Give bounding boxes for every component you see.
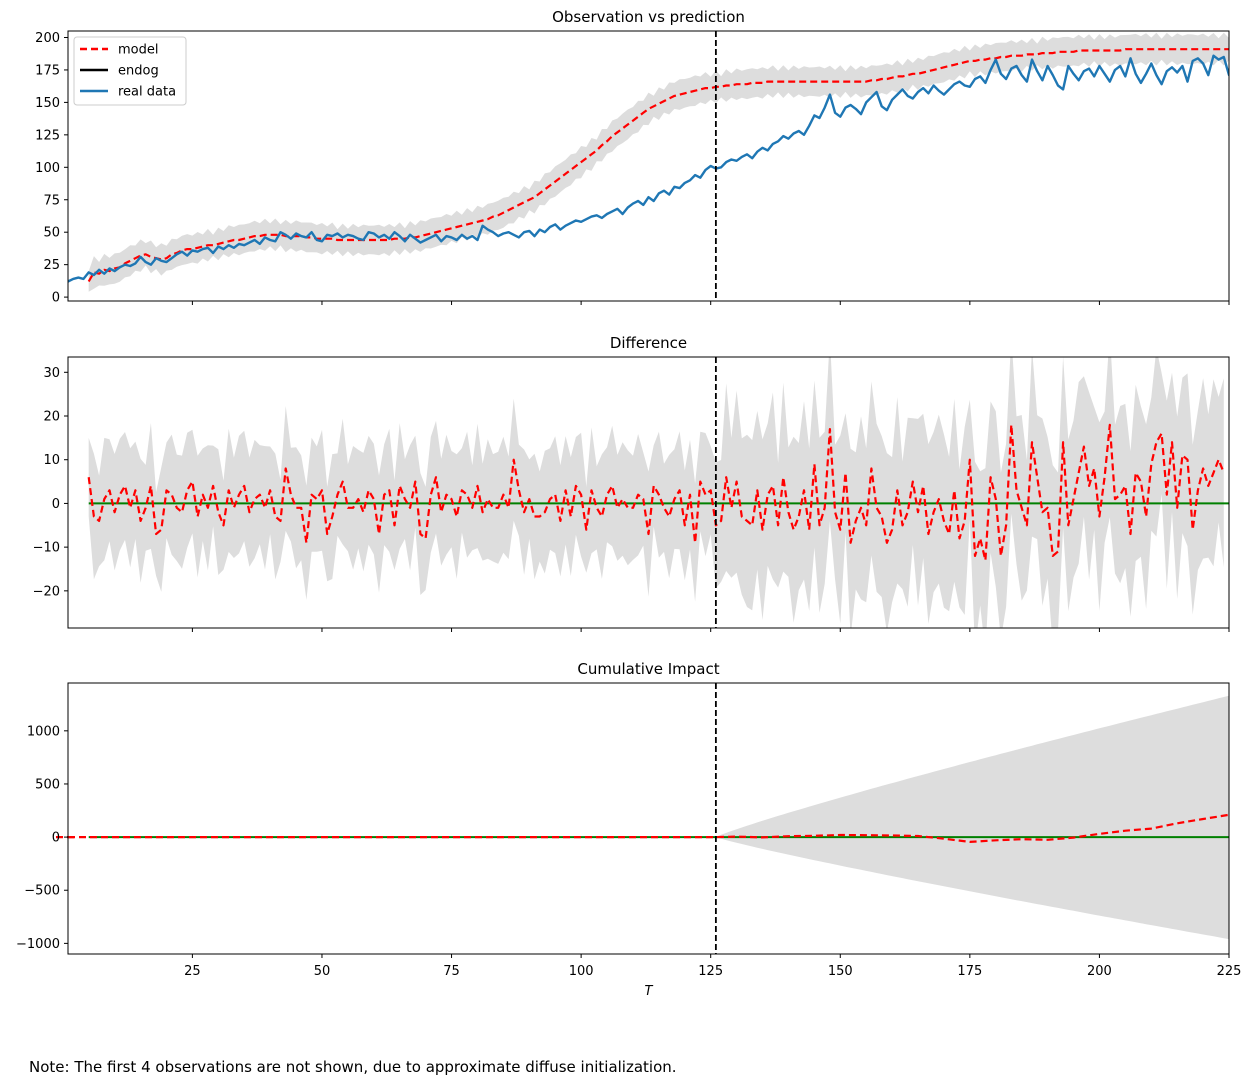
- y-tick-label: −500: [24, 884, 60, 899]
- y-tick-label: 10: [43, 453, 60, 468]
- x-tick-label: 100: [569, 964, 594, 979]
- confidence-band: [715, 695, 1229, 940]
- plot-area: [87, 357, 1229, 628]
- y-tick-label: −20: [33, 584, 60, 599]
- y-tick-label: 1000: [27, 724, 60, 739]
- x-tick-label: 175: [957, 964, 982, 979]
- x-tick-label: 125: [698, 964, 723, 979]
- x-tick-label: 225: [1217, 964, 1242, 979]
- legend-label: real data: [118, 85, 176, 100]
- y-tick-label: 50: [43, 226, 60, 241]
- x-tick-label: 75: [443, 964, 460, 979]
- legend-label: endog: [118, 64, 159, 79]
- plot-area: [68, 695, 1229, 940]
- y-tick-label: −10: [33, 541, 60, 556]
- y-tick-label: 30: [43, 366, 60, 381]
- series-line-line: [87, 423, 1225, 562]
- y-tick-label: 25: [43, 258, 60, 273]
- y-tick-label: 0: [52, 831, 60, 846]
- legend-box: [73, 36, 187, 106]
- y-tick-label: 0: [52, 497, 60, 512]
- chart-title: Difference: [610, 334, 687, 352]
- y-tick-label: 200: [35, 31, 60, 46]
- x-tick-label: 150: [828, 964, 853, 979]
- series-model-line: [87, 48, 1229, 283]
- series-real-data-line: [68, 54, 1229, 283]
- x-axis-label: T: [645, 984, 654, 999]
- y-tick-label: 20: [43, 410, 60, 425]
- legend-label: model: [118, 43, 158, 58]
- x-tick-label: 25: [184, 964, 201, 979]
- y-tick-label: 100: [35, 161, 60, 176]
- axes-frame: [67, 682, 1230, 955]
- footnote: Note: The first 4 observations are not s…: [29, 1058, 677, 1076]
- panel-3: Cumulative Impact −1000 −500 0 500 1000 25 50 75…: [16, 660, 1241, 999]
- confidence-band: [88, 32, 1229, 292]
- chart-title: Cumulative Impact: [577, 660, 719, 678]
- y-tick-label: 75: [43, 193, 60, 208]
- legend: model endog real data: [73, 36, 187, 106]
- panel-2: Difference −20 −10 0 10 20 30: [33, 334, 1230, 632]
- plot-area: [68, 32, 1229, 292]
- series-line-line: [68, 813, 1229, 844]
- chart-title: Observation vs prediction: [552, 8, 745, 26]
- x-tick-label: 200: [1087, 964, 1112, 979]
- confidence-band: [88, 357, 1224, 628]
- y-tick-label: 125: [35, 128, 60, 143]
- y-tick-label: 150: [35, 96, 60, 111]
- axes-frame: [67, 356, 1230, 629]
- y-tick-label: −1000: [16, 937, 60, 952]
- axes-frame: [67, 30, 1230, 302]
- x-tick-label: 50: [314, 964, 331, 979]
- y-tick-label: 500: [35, 777, 60, 792]
- y-tick-label: 175: [35, 63, 60, 78]
- panel-1: Observation vs prediction 0 25 50 75 100 125 15…: [35, 8, 1230, 306]
- y-tick-label: 0: [52, 291, 60, 306]
